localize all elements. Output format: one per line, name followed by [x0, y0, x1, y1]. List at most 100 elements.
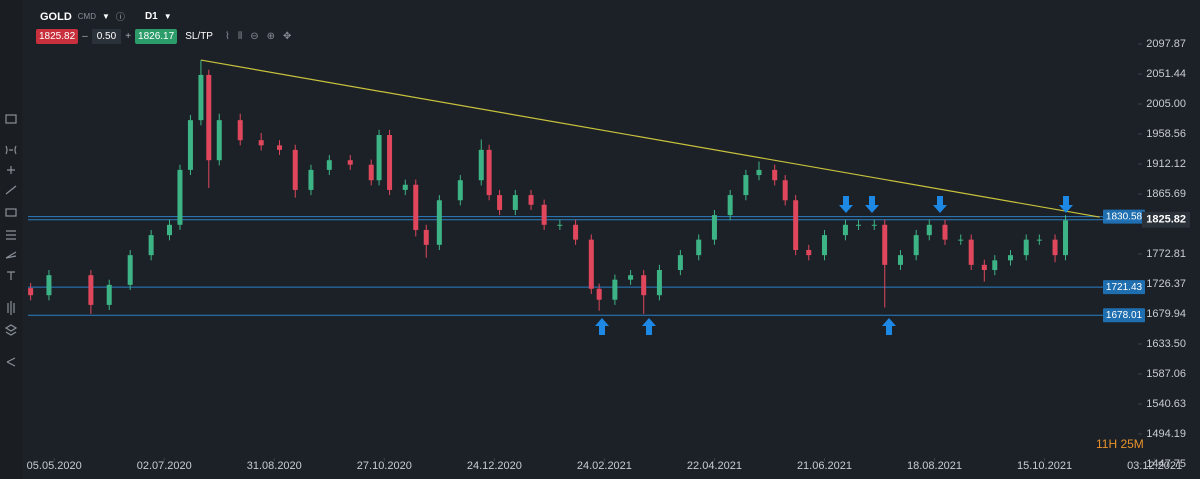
- candle-body: [856, 224, 862, 226]
- x-tick-label: 21.06.2021: [797, 460, 852, 472]
- candle-body: [806, 249, 812, 256]
- candle-body: [968, 239, 974, 265]
- y-tick-label: 2051.44: [1146, 68, 1186, 80]
- candle-body: [588, 239, 594, 289]
- ask-button[interactable]: 1826.17: [135, 29, 178, 44]
- symbol-header: GOLD CMD ▼ ⓘ D1 ▼: [40, 10, 172, 23]
- candle-body: [656, 270, 662, 296]
- lot-size[interactable]: 0.50: [91, 29, 122, 44]
- tool-icon[interactable]: [6, 357, 16, 367]
- x-tick-label: 31.08.2020: [247, 460, 302, 472]
- candle-body: [457, 180, 463, 201]
- candle-body: [436, 200, 442, 245]
- candle-body: [782, 180, 788, 201]
- candle-body: [958, 239, 964, 241]
- tool-icon[interactable]: [7, 166, 15, 174]
- dropdown-icon[interactable]: ▼: [102, 12, 110, 21]
- candle-body: [871, 224, 877, 226]
- y-tick-label: 1679.94: [1146, 308, 1186, 320]
- dropdown-icon[interactable]: ▼: [163, 12, 172, 21]
- y-tick-label: 1865.69: [1146, 188, 1186, 200]
- candle-body: [628, 275, 634, 280]
- candle-body: [413, 184, 419, 230]
- sltp-button[interactable]: SL/TP: [185, 31, 213, 42]
- price-line-label: 1678.01: [1106, 310, 1143, 321]
- candle-body: [882, 224, 888, 265]
- candle-body: [1036, 239, 1042, 241]
- candle-body: [237, 120, 243, 141]
- candle-body: [292, 149, 298, 190]
- x-tick-label: 22.04.2021: [687, 460, 742, 472]
- tool-icon[interactable]: [5, 114, 17, 124]
- candle-body: [127, 255, 133, 285]
- y-tick-label: 1587.06: [1146, 368, 1186, 380]
- trendline: [200, 59, 1100, 218]
- chart-tools[interactable]: ⌇⦀⊖⊕✥: [224, 31, 300, 42]
- candle-body: [187, 120, 193, 170]
- candle-body: [541, 204, 547, 225]
- candle-body: [347, 160, 353, 165]
- candle-body: [992, 260, 998, 271]
- candle-body: [387, 135, 393, 190]
- candle-body: [216, 120, 222, 161]
- candle-body: [573, 224, 579, 240]
- x-tick-label: 24.02.2021: [577, 460, 632, 472]
- candle-body: [913, 235, 919, 256]
- candle-body: [696, 239, 702, 256]
- candle-body: [486, 149, 492, 196]
- candle-body: [727, 195, 733, 216]
- last-price-box: [1142, 211, 1190, 228]
- tool-icon[interactable]: [7, 301, 15, 315]
- candle-body: [711, 215, 717, 240]
- candle-body: [1063, 220, 1069, 256]
- x-tick-label: 18.08.2021: [907, 460, 962, 472]
- tool-icon[interactable]: [7, 271, 15, 280]
- candle-body: [308, 169, 314, 190]
- timeframe[interactable]: D1: [144, 11, 158, 22]
- candle-body: [981, 264, 987, 271]
- candle-body: [942, 224, 948, 240]
- tool-icon[interactable]: [4, 324, 18, 336]
- price-line-label: 1830.58: [1106, 211, 1143, 222]
- candle-body: [368, 164, 374, 181]
- candle-body: [177, 169, 183, 225]
- y-tick-label: 1540.63: [1146, 398, 1186, 410]
- last-price-label: 1825.82: [1146, 214, 1186, 226]
- candle-body: [88, 275, 94, 305]
- y-tick-label: 1772.81: [1146, 248, 1186, 260]
- tool-icon[interactable]: [6, 230, 16, 240]
- price-line-box: [1103, 308, 1145, 323]
- symbol[interactable]: GOLD: [40, 10, 72, 23]
- candle-body: [478, 149, 484, 181]
- candle-body: [756, 169, 762, 176]
- candle-body: [897, 255, 903, 265]
- x-tick-label: 05.05.2020: [27, 460, 82, 472]
- candle-body: [402, 184, 408, 190]
- bid-button[interactable]: 1825.82: [36, 29, 79, 44]
- candle-body: [842, 224, 848, 236]
- candle-body: [46, 275, 52, 296]
- down-arrow: [1059, 196, 1073, 213]
- candle-body: [258, 140, 264, 146]
- tool-icon[interactable]: [5, 208, 17, 217]
- y-tick-label: 1726.37: [1146, 278, 1186, 290]
- candle-body: [612, 279, 618, 300]
- candle-body: [106, 284, 112, 305]
- candle-body: [423, 229, 429, 245]
- info-icon[interactable]: ⓘ: [115, 12, 125, 22]
- plus-button[interactable]: +: [125, 31, 132, 42]
- down-arrow: [933, 196, 947, 213]
- y-tick-label: 1633.50: [1146, 338, 1186, 350]
- candle-body: [596, 288, 602, 300]
- minus-button[interactable]: –: [82, 31, 88, 42]
- arrows: [595, 196, 1073, 335]
- candle-body: [743, 175, 749, 196]
- tool-icon[interactable]: [5, 145, 17, 155]
- up-arrow: [882, 318, 896, 335]
- tool-icon[interactable]: [5, 185, 17, 195]
- y-tick-label: 1912.12: [1146, 158, 1186, 170]
- tool-icon[interactable]: [5, 251, 17, 259]
- candle-body: [166, 224, 172, 236]
